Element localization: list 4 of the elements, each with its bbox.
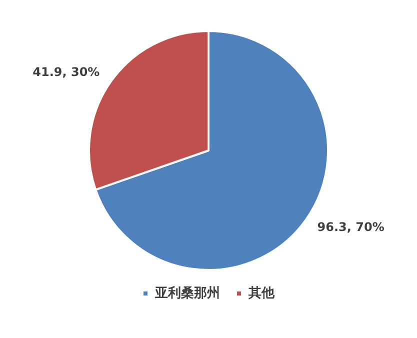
data-label: 96.3, 70% [317, 220, 384, 234]
legend-label: 其他 [248, 286, 276, 301]
data-label: 41.9, 30% [32, 65, 100, 80]
legend-label: 亚利桑那州 [154, 284, 220, 301]
